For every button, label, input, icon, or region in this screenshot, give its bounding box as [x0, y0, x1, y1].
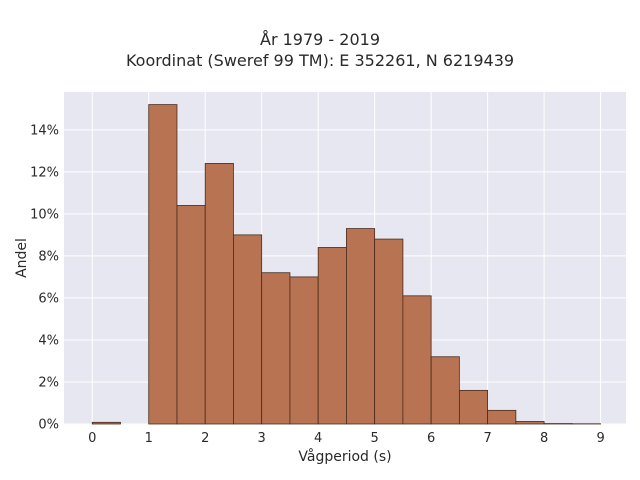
histogram-bar — [261, 272, 291, 425]
x-tick-label: 7 — [483, 431, 491, 446]
histogram-bar — [204, 163, 234, 425]
histogram-bar — [317, 247, 347, 425]
x-tick-label: 2 — [201, 431, 209, 446]
histogram-bar — [91, 421, 121, 425]
x-tick-label: 0 — [88, 431, 96, 446]
histogram-bar — [515, 421, 545, 425]
y-tick-label: 12% — [30, 165, 59, 180]
x-tick-label: 8 — [540, 431, 548, 446]
histogram-bar — [487, 409, 517, 425]
y-tick-label: 8% — [38, 249, 59, 264]
y-tick-label: 14% — [30, 123, 59, 138]
histogram-bar — [176, 205, 206, 425]
histogram-bar — [289, 276, 319, 425]
x-tick-label: 9 — [596, 431, 604, 446]
histogram-bar — [346, 228, 376, 425]
histogram-bar — [402, 295, 432, 425]
x-tick-label: 4 — [314, 431, 322, 446]
histogram-bars — [91, 104, 601, 425]
y-tick-label: 4% — [38, 333, 59, 348]
x-tick-label: 3 — [258, 431, 266, 446]
y-tick-label: 6% — [38, 291, 59, 306]
y-tick-label: 0% — [38, 418, 59, 433]
y-tick-label: 10% — [30, 207, 59, 222]
y-tick-labels: 0% 2% 4% 6% 8% 10% 12% 14% — [30, 123, 59, 432]
y-tick-label: 2% — [38, 375, 59, 390]
histogram-bar — [148, 104, 178, 425]
x-tick-label: 6 — [427, 431, 435, 446]
histogram-bar — [458, 389, 489, 425]
histogram-bar — [374, 238, 404, 425]
x-tick-labels: 0 1 2 3 4 5 6 7 8 9 — [88, 431, 605, 446]
histogram-bar — [430, 356, 460, 425]
y-axis-label: Andel — [14, 238, 30, 278]
chart-title-coordinate: Koordinat (Sweref 99 TM): E 352261, N 62… — [125, 51, 515, 70]
x-tick-label: 1 — [145, 431, 153, 446]
chart-title-year-range: År 1979 - 2019 — [260, 30, 380, 49]
x-tick-label: 5 — [371, 431, 379, 446]
histogram-bar — [233, 234, 263, 425]
x-axis-label: Vågperiod (s) — [298, 448, 391, 465]
